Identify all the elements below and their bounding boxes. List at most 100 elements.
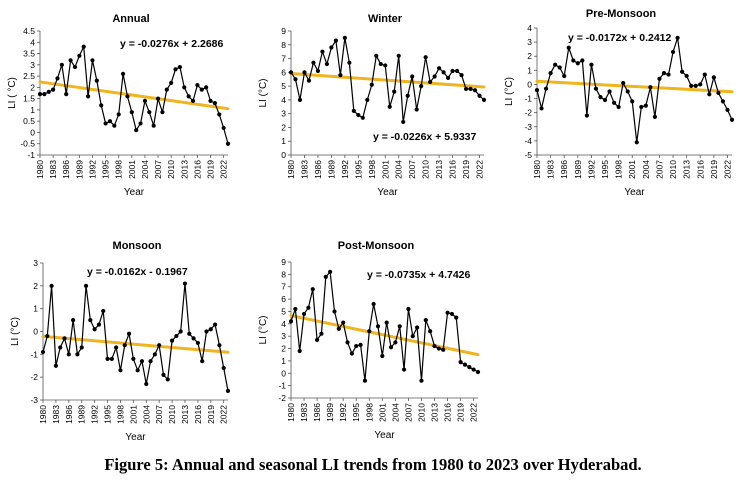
x-tick-label: 2004 (394, 160, 404, 179)
y-tick-label: 2 (281, 344, 286, 354)
trend-equation: y = -0.0162x - 0.1967 (87, 266, 188, 278)
chart-title: Pre-Monsoon (586, 8, 657, 20)
data-point (129, 110, 134, 115)
chart-winter-svg: Winter 0 1 2 3 4 5 6 7 8 9 1980 1983 1986 1989 1992 1995… (258, 13, 487, 198)
data-point (37, 92, 43, 97)
y-tick-label: 7 (281, 282, 286, 292)
data-point (648, 85, 653, 90)
data-point (190, 98, 196, 103)
data-point (302, 70, 307, 75)
data-point (174, 333, 179, 339)
data-point (217, 343, 222, 348)
x-tick-label: 1983 (51, 405, 61, 424)
data-point (406, 306, 411, 312)
x-tick-label: 2001 (127, 160, 137, 179)
data-point (436, 346, 441, 351)
data-point (116, 112, 121, 117)
x-tick-label: 1989 (77, 405, 87, 424)
data-point (471, 367, 476, 372)
data-point (458, 360, 463, 365)
chart-pre-monsoon: Pre-Monsoon -5 -4 -3 -2 -1 0 1 2 3 4 1980 1983 1986 19… (0, 0, 746, 200)
series-line (290, 270, 479, 381)
x-tick-label: 2022 (219, 160, 229, 179)
x-tick-label: 1986 (312, 403, 322, 422)
data-point (454, 315, 459, 320)
data-point (323, 274, 328, 279)
x-tick-label: 2007 (654, 160, 664, 179)
data-point (362, 378, 368, 383)
data-point (371, 301, 376, 307)
chart-annual: Annual -1 -0.5 0 0.5 1 1.5 2 2.5 3 3.5 4 4.5 1980 1983… (0, 0, 250, 200)
data-point (621, 80, 626, 86)
data-point (225, 141, 231, 146)
data-point (468, 86, 473, 91)
data-point (212, 101, 217, 106)
data-point (42, 92, 47, 97)
y-tick-label: 5 (281, 81, 286, 91)
data-point (208, 98, 213, 103)
y-tick-label: 0 (30, 127, 35, 137)
data-point (53, 363, 59, 368)
y-tick-label: -3 (524, 122, 532, 132)
data-point (432, 343, 437, 349)
data-point (165, 377, 170, 382)
data-point (571, 58, 576, 63)
x-tick-label: 2016 (443, 403, 453, 422)
data-point (66, 352, 71, 357)
data-point (142, 98, 148, 103)
y-tick-label: 8 (281, 40, 286, 50)
data-point (336, 326, 341, 331)
x-tick-label: 1995 (103, 405, 113, 424)
y-axis-label: LI (°C) (258, 316, 269, 345)
y-tick-label: 2 (33, 281, 38, 291)
data-point (356, 112, 361, 118)
data-point (319, 331, 324, 336)
x-tick-label: 2013 (430, 403, 440, 422)
x-tick-label: 2010 (668, 160, 678, 179)
data-point (161, 372, 166, 377)
y-tick-label: 4 (30, 37, 35, 47)
trend-line (38, 80, 230, 111)
data-point (698, 82, 703, 87)
data-point (392, 89, 397, 94)
data-point (580, 58, 585, 63)
x-tick-label: 2022 (219, 405, 229, 424)
data-point (360, 115, 365, 120)
data-point (77, 53, 82, 58)
y-axis-label: LI (°C) (10, 317, 21, 346)
data-point (46, 89, 51, 94)
data-point (182, 281, 188, 286)
data-point (720, 99, 726, 104)
data-point (643, 103, 648, 108)
y-tick-label: 4 (527, 23, 532, 33)
y-tick-label: 1 (527, 65, 532, 75)
data-point (415, 325, 420, 330)
y-tick-label: 1 (30, 105, 35, 115)
data-point (105, 356, 110, 361)
data-point (548, 71, 553, 76)
data-point (566, 45, 571, 50)
data-point (195, 83, 200, 88)
data-point (729, 117, 735, 122)
data-point (463, 86, 469, 91)
data-point (693, 83, 698, 88)
x-tick-label: 2001 (380, 160, 390, 179)
y-tick-label: 3.5 (23, 49, 35, 59)
data-point (114, 345, 119, 350)
y-tick-label: 1 (281, 356, 286, 366)
x-tick-label: 2016 (448, 160, 458, 179)
data-point (58, 345, 63, 350)
trend-equation: y = -0.0172x + 0.2412 (568, 32, 671, 44)
x-tick-label: 2007 (154, 405, 164, 424)
data-point (445, 75, 451, 80)
data-point (71, 317, 76, 323)
x-tick-label: 2001 (377, 403, 387, 422)
data-point (553, 62, 558, 67)
y-tick-label: 1 (33, 304, 38, 314)
x-tick-label: 2019 (206, 405, 216, 424)
data-point (388, 345, 394, 350)
data-point (449, 311, 455, 317)
x-tick-label: 1983 (299, 403, 309, 422)
